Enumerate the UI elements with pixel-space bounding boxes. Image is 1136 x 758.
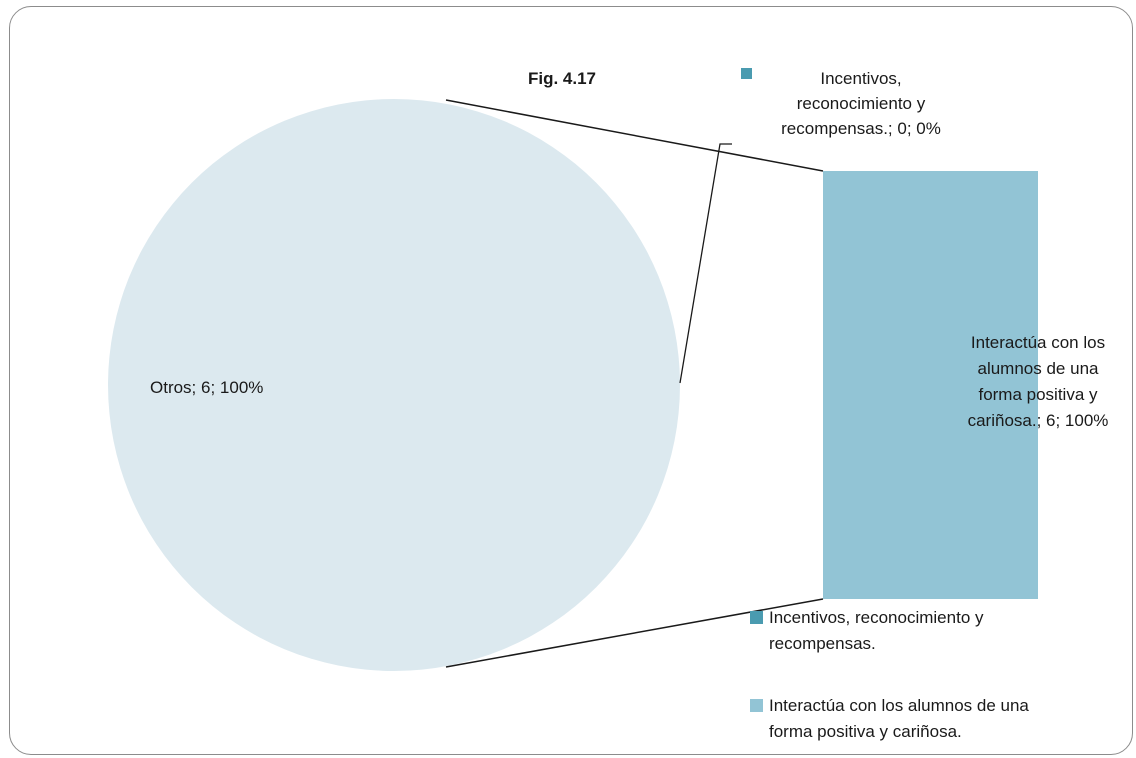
connector-line-top bbox=[445, 99, 824, 172]
legend-entry-0-line: recompensas. bbox=[769, 634, 876, 653]
data-label-incentivos-line: Incentivos, bbox=[820, 69, 901, 88]
legend: Incentivos, reconocimiento y recompensas.… bbox=[750, 608, 1029, 741]
data-label-incentivos: Incentivos, reconocimiento y recompensas.;… bbox=[781, 69, 941, 138]
chart-title: Fig. 4.17 bbox=[528, 69, 596, 88]
data-labels: Otros; 6; 100% Incentivos, reconocimiento … bbox=[150, 68, 1108, 430]
legend-swatch-0 bbox=[750, 611, 763, 624]
data-label-interactua: Interactúa con los alumnos de una forma po… bbox=[968, 333, 1109, 430]
legend-entry-1: Interactúa con los alumnos de una forma p… bbox=[769, 696, 1029, 741]
pie bbox=[108, 99, 680, 671]
connector-lines bbox=[445, 99, 824, 668]
data-label-incentivos-line: reconocimiento y bbox=[797, 94, 926, 113]
stacked-bar bbox=[823, 171, 1038, 599]
data-label-interactua-line: alumnos de una bbox=[978, 359, 1100, 378]
bar-segment-1 bbox=[823, 171, 1038, 599]
leader-line bbox=[679, 143, 732, 384]
data-label-incentivos-line: recompensas.; 0; 0% bbox=[781, 119, 941, 138]
data-label-interactua-line: Interactúa con los bbox=[971, 333, 1105, 352]
legend-swatch-1 bbox=[750, 699, 763, 712]
legend-entry-0-line: Incentivos, reconocimiento y bbox=[769, 608, 984, 627]
legend-entry-1-line: forma positiva y cariñosa. bbox=[769, 722, 962, 741]
legend-entry-0: Incentivos, reconocimiento y recompensas. bbox=[769, 608, 984, 653]
pie-label-otros: Otros; 6; 100% bbox=[150, 378, 263, 397]
connector-line-bottom bbox=[445, 598, 824, 668]
data-label-interactua-line: cariñosa.; 6; 100% bbox=[968, 411, 1109, 430]
data-label-marker bbox=[741, 68, 752, 79]
legend-entry-1-line: Interactúa con los alumnos de una bbox=[769, 696, 1029, 715]
data-label-interactua-line: forma positiva y bbox=[978, 385, 1098, 404]
pie-slice-otros bbox=[108, 99, 680, 671]
